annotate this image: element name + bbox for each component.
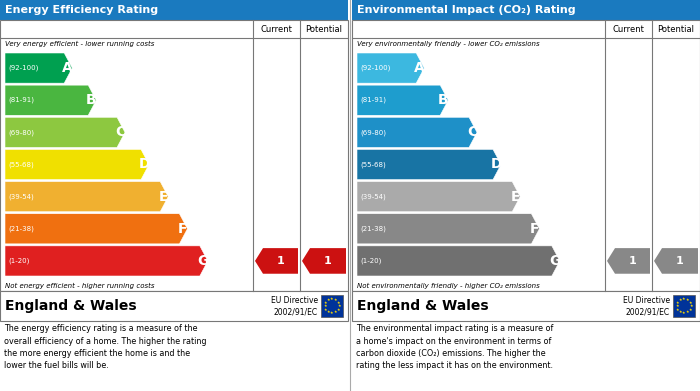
Polygon shape — [357, 246, 560, 276]
Text: 1: 1 — [629, 256, 636, 266]
Text: ★: ★ — [682, 297, 686, 301]
Text: 1: 1 — [276, 256, 284, 266]
Text: (21-38): (21-38) — [360, 226, 386, 232]
Text: 1: 1 — [324, 256, 332, 266]
Text: ★: ★ — [679, 310, 682, 314]
Text: ★: ★ — [336, 301, 340, 305]
Polygon shape — [5, 149, 149, 179]
Text: ★: ★ — [686, 298, 690, 302]
Text: ★: ★ — [327, 310, 330, 314]
Text: Current: Current — [612, 25, 645, 34]
Text: (55-68): (55-68) — [360, 161, 386, 168]
Text: ★: ★ — [676, 307, 680, 312]
Polygon shape — [5, 246, 208, 276]
Text: ★: ★ — [334, 298, 337, 302]
Polygon shape — [357, 181, 520, 212]
Text: (39-54): (39-54) — [360, 194, 386, 200]
Text: A: A — [62, 61, 73, 75]
Text: ★: ★ — [688, 301, 692, 305]
Text: 1: 1 — [676, 256, 684, 266]
Polygon shape — [654, 248, 698, 274]
Text: ★: ★ — [686, 310, 690, 314]
Text: Very environmentally friendly - lower CO₂ emissions: Very environmentally friendly - lower CO… — [357, 41, 540, 47]
Text: Very energy efficient - lower running costs: Very energy efficient - lower running co… — [5, 41, 155, 47]
Text: (1-20): (1-20) — [8, 258, 29, 264]
Text: (92-100): (92-100) — [360, 65, 391, 71]
Text: ★: ★ — [324, 301, 328, 305]
Text: B: B — [438, 93, 449, 107]
Text: (55-68): (55-68) — [8, 161, 34, 168]
Bar — [0, 20, 348, 291]
Text: ★: ★ — [682, 311, 686, 315]
Text: ★: ★ — [337, 304, 341, 308]
Text: G: G — [549, 254, 561, 268]
Polygon shape — [5, 117, 125, 147]
Text: The energy efficiency rating is a measure of the
overall efficiency of a home. T: The energy efficiency rating is a measur… — [4, 324, 206, 371]
Polygon shape — [302, 248, 346, 274]
Polygon shape — [357, 53, 424, 83]
Polygon shape — [255, 248, 298, 274]
Text: E: E — [510, 190, 520, 204]
Text: ★: ★ — [336, 307, 340, 312]
Text: (92-100): (92-100) — [8, 65, 38, 71]
Text: ★: ★ — [324, 307, 328, 312]
Polygon shape — [5, 214, 188, 244]
Text: ★: ★ — [330, 311, 334, 315]
Polygon shape — [357, 214, 540, 244]
Text: ★: ★ — [327, 298, 330, 302]
Text: ★: ★ — [323, 304, 327, 308]
Polygon shape — [5, 53, 72, 83]
Bar — [673, 295, 695, 317]
Text: ★: ★ — [334, 310, 337, 314]
Text: EU Directive
2002/91/EC: EU Directive 2002/91/EC — [623, 296, 670, 316]
Text: C: C — [467, 126, 477, 139]
Text: G: G — [197, 254, 209, 268]
Text: Not environmentally friendly - higher CO₂ emissions: Not environmentally friendly - higher CO… — [357, 283, 540, 289]
Text: Potential: Potential — [657, 25, 694, 34]
Text: ★: ★ — [676, 301, 680, 305]
Polygon shape — [607, 248, 650, 274]
Text: ★: ★ — [676, 304, 679, 308]
Text: (69-80): (69-80) — [360, 129, 386, 136]
Bar — [0, 0, 348, 20]
Text: (39-54): (39-54) — [8, 194, 34, 200]
Text: D: D — [490, 158, 502, 172]
Text: (21-38): (21-38) — [8, 226, 34, 232]
Text: ★: ★ — [679, 298, 682, 302]
Bar — [352, 0, 700, 20]
Polygon shape — [5, 85, 96, 115]
Text: B: B — [86, 93, 97, 107]
Text: ★: ★ — [688, 307, 692, 312]
Text: F: F — [178, 222, 187, 236]
Text: Potential: Potential — [305, 25, 342, 34]
Text: A: A — [414, 61, 425, 75]
Text: ★: ★ — [330, 297, 334, 301]
Polygon shape — [357, 85, 448, 115]
Bar — [352, 20, 700, 291]
Text: Not energy efficient - higher running costs: Not energy efficient - higher running co… — [5, 283, 155, 289]
Text: (81-91): (81-91) — [360, 97, 386, 104]
Text: EU Directive
2002/91/EC: EU Directive 2002/91/EC — [271, 296, 318, 316]
Polygon shape — [357, 149, 501, 179]
Text: E: E — [158, 190, 168, 204]
Polygon shape — [357, 117, 477, 147]
Polygon shape — [5, 181, 168, 212]
Text: (69-80): (69-80) — [8, 129, 34, 136]
Text: C: C — [115, 126, 125, 139]
Text: (1-20): (1-20) — [360, 258, 382, 264]
Text: The environmental impact rating is a measure of
a home's impact on the environme: The environmental impact rating is a mea… — [356, 324, 554, 371]
Bar — [352, 291, 700, 321]
Text: Current: Current — [260, 25, 293, 34]
Text: (81-91): (81-91) — [8, 97, 34, 104]
Text: England & Wales: England & Wales — [5, 299, 136, 313]
Bar — [321, 295, 343, 317]
Text: ★: ★ — [690, 304, 693, 308]
Text: Environmental Impact (CO₂) Rating: Environmental Impact (CO₂) Rating — [357, 5, 575, 15]
Text: D: D — [139, 158, 150, 172]
Text: Energy Efficiency Rating: Energy Efficiency Rating — [5, 5, 158, 15]
Text: England & Wales: England & Wales — [357, 299, 489, 313]
Text: F: F — [530, 222, 539, 236]
Bar — [0, 291, 348, 321]
